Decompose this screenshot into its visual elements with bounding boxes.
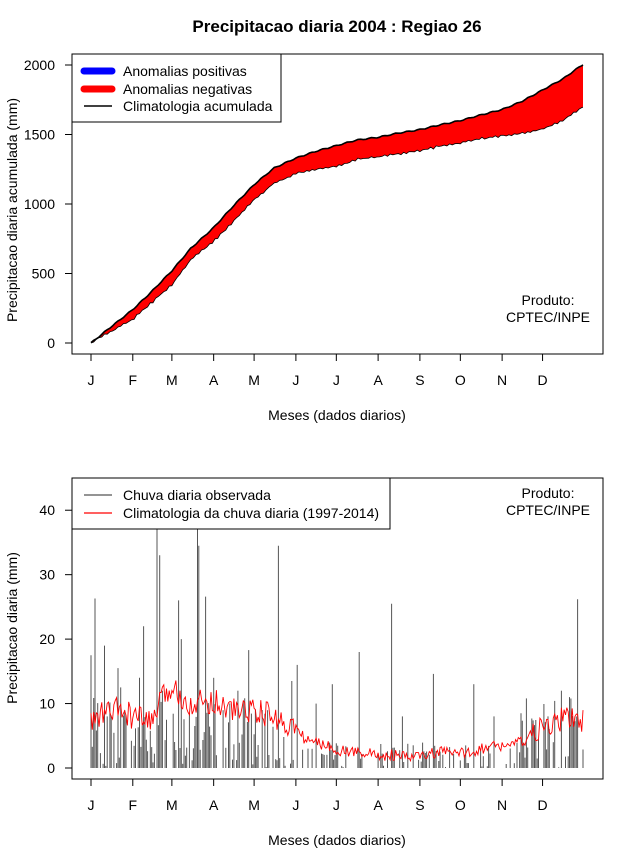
bottom-y-axis-label: Precipitacao diaria (mm): [4, 552, 20, 704]
climatology-cumulative-line: [90, 64, 584, 344]
bottom-x-tick-label: A: [209, 797, 219, 813]
bottom-product-source: CPTEC/INPE: [506, 502, 590, 518]
top-y-tick-label: 2000: [24, 57, 55, 73]
legend-observed-label: Chuva diaria observada: [123, 487, 271, 503]
bottom-product-label: Produto:: [522, 485, 575, 501]
top-x-tick-label: M: [248, 372, 260, 388]
cumulative-lines-group: [90, 64, 584, 344]
top-x-tick-label: A: [209, 372, 219, 388]
bottom-x-tick-label: A: [373, 797, 383, 813]
top-x-tick-label: N: [497, 372, 507, 388]
bottom-x-tick-label: F: [129, 797, 138, 813]
bottom-x-tick-label: D: [537, 797, 547, 813]
bottom-x-axis-label: Meses (dados diarios): [268, 832, 406, 848]
bottom-x-tick-label: S: [415, 797, 424, 813]
cumulative-chart: 0 500 1000 1500 2000 J F M A M J J A S O N D Precipitac…: [4, 53, 604, 423]
observed-cumulative-line: [90, 106, 584, 344]
top-x-tick-label: J: [333, 372, 340, 388]
bottom-x-tick-label: O: [455, 797, 466, 813]
climatology-daily-group: [90, 680, 584, 763]
top-legend: Anomalias positivas Anomalias negativas …: [71, 53, 282, 123]
observed-rain-bars-group: [90, 510, 584, 768]
top-y-axis: 0 500 1000 1500 2000: [24, 57, 73, 351]
legend-climatology-label: Climatologia acumulada: [123, 98, 273, 114]
top-x-tick-label: J: [88, 372, 95, 388]
bottom-legend: Chuva diaria observada Climatologia da c…: [71, 477, 391, 530]
bottom-x-tick-label: M: [166, 797, 178, 813]
bottom-y-tick-label: 40: [39, 502, 55, 518]
top-product-label: Produto:: [522, 292, 575, 308]
top-x-tick-label: M: [166, 372, 178, 388]
top-x-tick-label: F: [129, 372, 138, 388]
bottom-y-tick-label: 20: [39, 631, 55, 647]
bottom-x-tick-label: J: [292, 797, 299, 813]
bottom-legend-box: [71, 477, 391, 530]
top-x-tick-label: O: [455, 372, 466, 388]
bottom-y-tick-label: 0: [47, 760, 55, 776]
bottom-y-tick-label: 30: [39, 567, 55, 583]
top-y-axis-label: Precipitacao diaria acumulada (mm): [4, 98, 20, 322]
top-x-tick-label: J: [292, 372, 299, 388]
climatology-daily-line: [90, 680, 584, 763]
bottom-x-tick-label: M: [248, 797, 260, 813]
legend-negative-label: Anomalias negativas: [123, 81, 252, 97]
top-y-tick-label: 1500: [24, 127, 55, 143]
top-product-source: CPTEC/INPE: [506, 309, 590, 325]
bottom-x-tick-label: J: [333, 797, 340, 813]
top-y-tick-label: 0: [47, 335, 55, 351]
bottom-y-tick-label: 10: [39, 696, 55, 712]
top-x-tick-label: A: [373, 372, 383, 388]
bottom-x-tick-label: J: [88, 797, 95, 813]
legend-positive-label: Anomalias positivas: [123, 63, 247, 79]
negative-anomaly-area-group: [91, 64, 583, 344]
daily-chart: 0 10 20 30 40 J F M A M J J A S O N D Precipitacao diar…: [4, 477, 604, 848]
top-x-tick-label: S: [415, 372, 424, 388]
bottom-y-axis: 0 10 20 30 40: [39, 502, 73, 776]
bottom-x-tick-label: N: [497, 797, 507, 813]
chart-title: Precipitacao diaria 2004 : Regiao 26: [192, 17, 481, 36]
top-x-tick-label: D: [537, 372, 547, 388]
top-y-tick-label: 1000: [24, 196, 55, 212]
top-x-axis-label: Meses (dados diarios): [268, 407, 406, 423]
legend-daily-climatology-label: Climatologia da chuva diaria (1997-2014): [123, 505, 379, 521]
top-y-tick-label: 500: [32, 266, 56, 282]
negative-anomaly-area: [91, 64, 583, 344]
